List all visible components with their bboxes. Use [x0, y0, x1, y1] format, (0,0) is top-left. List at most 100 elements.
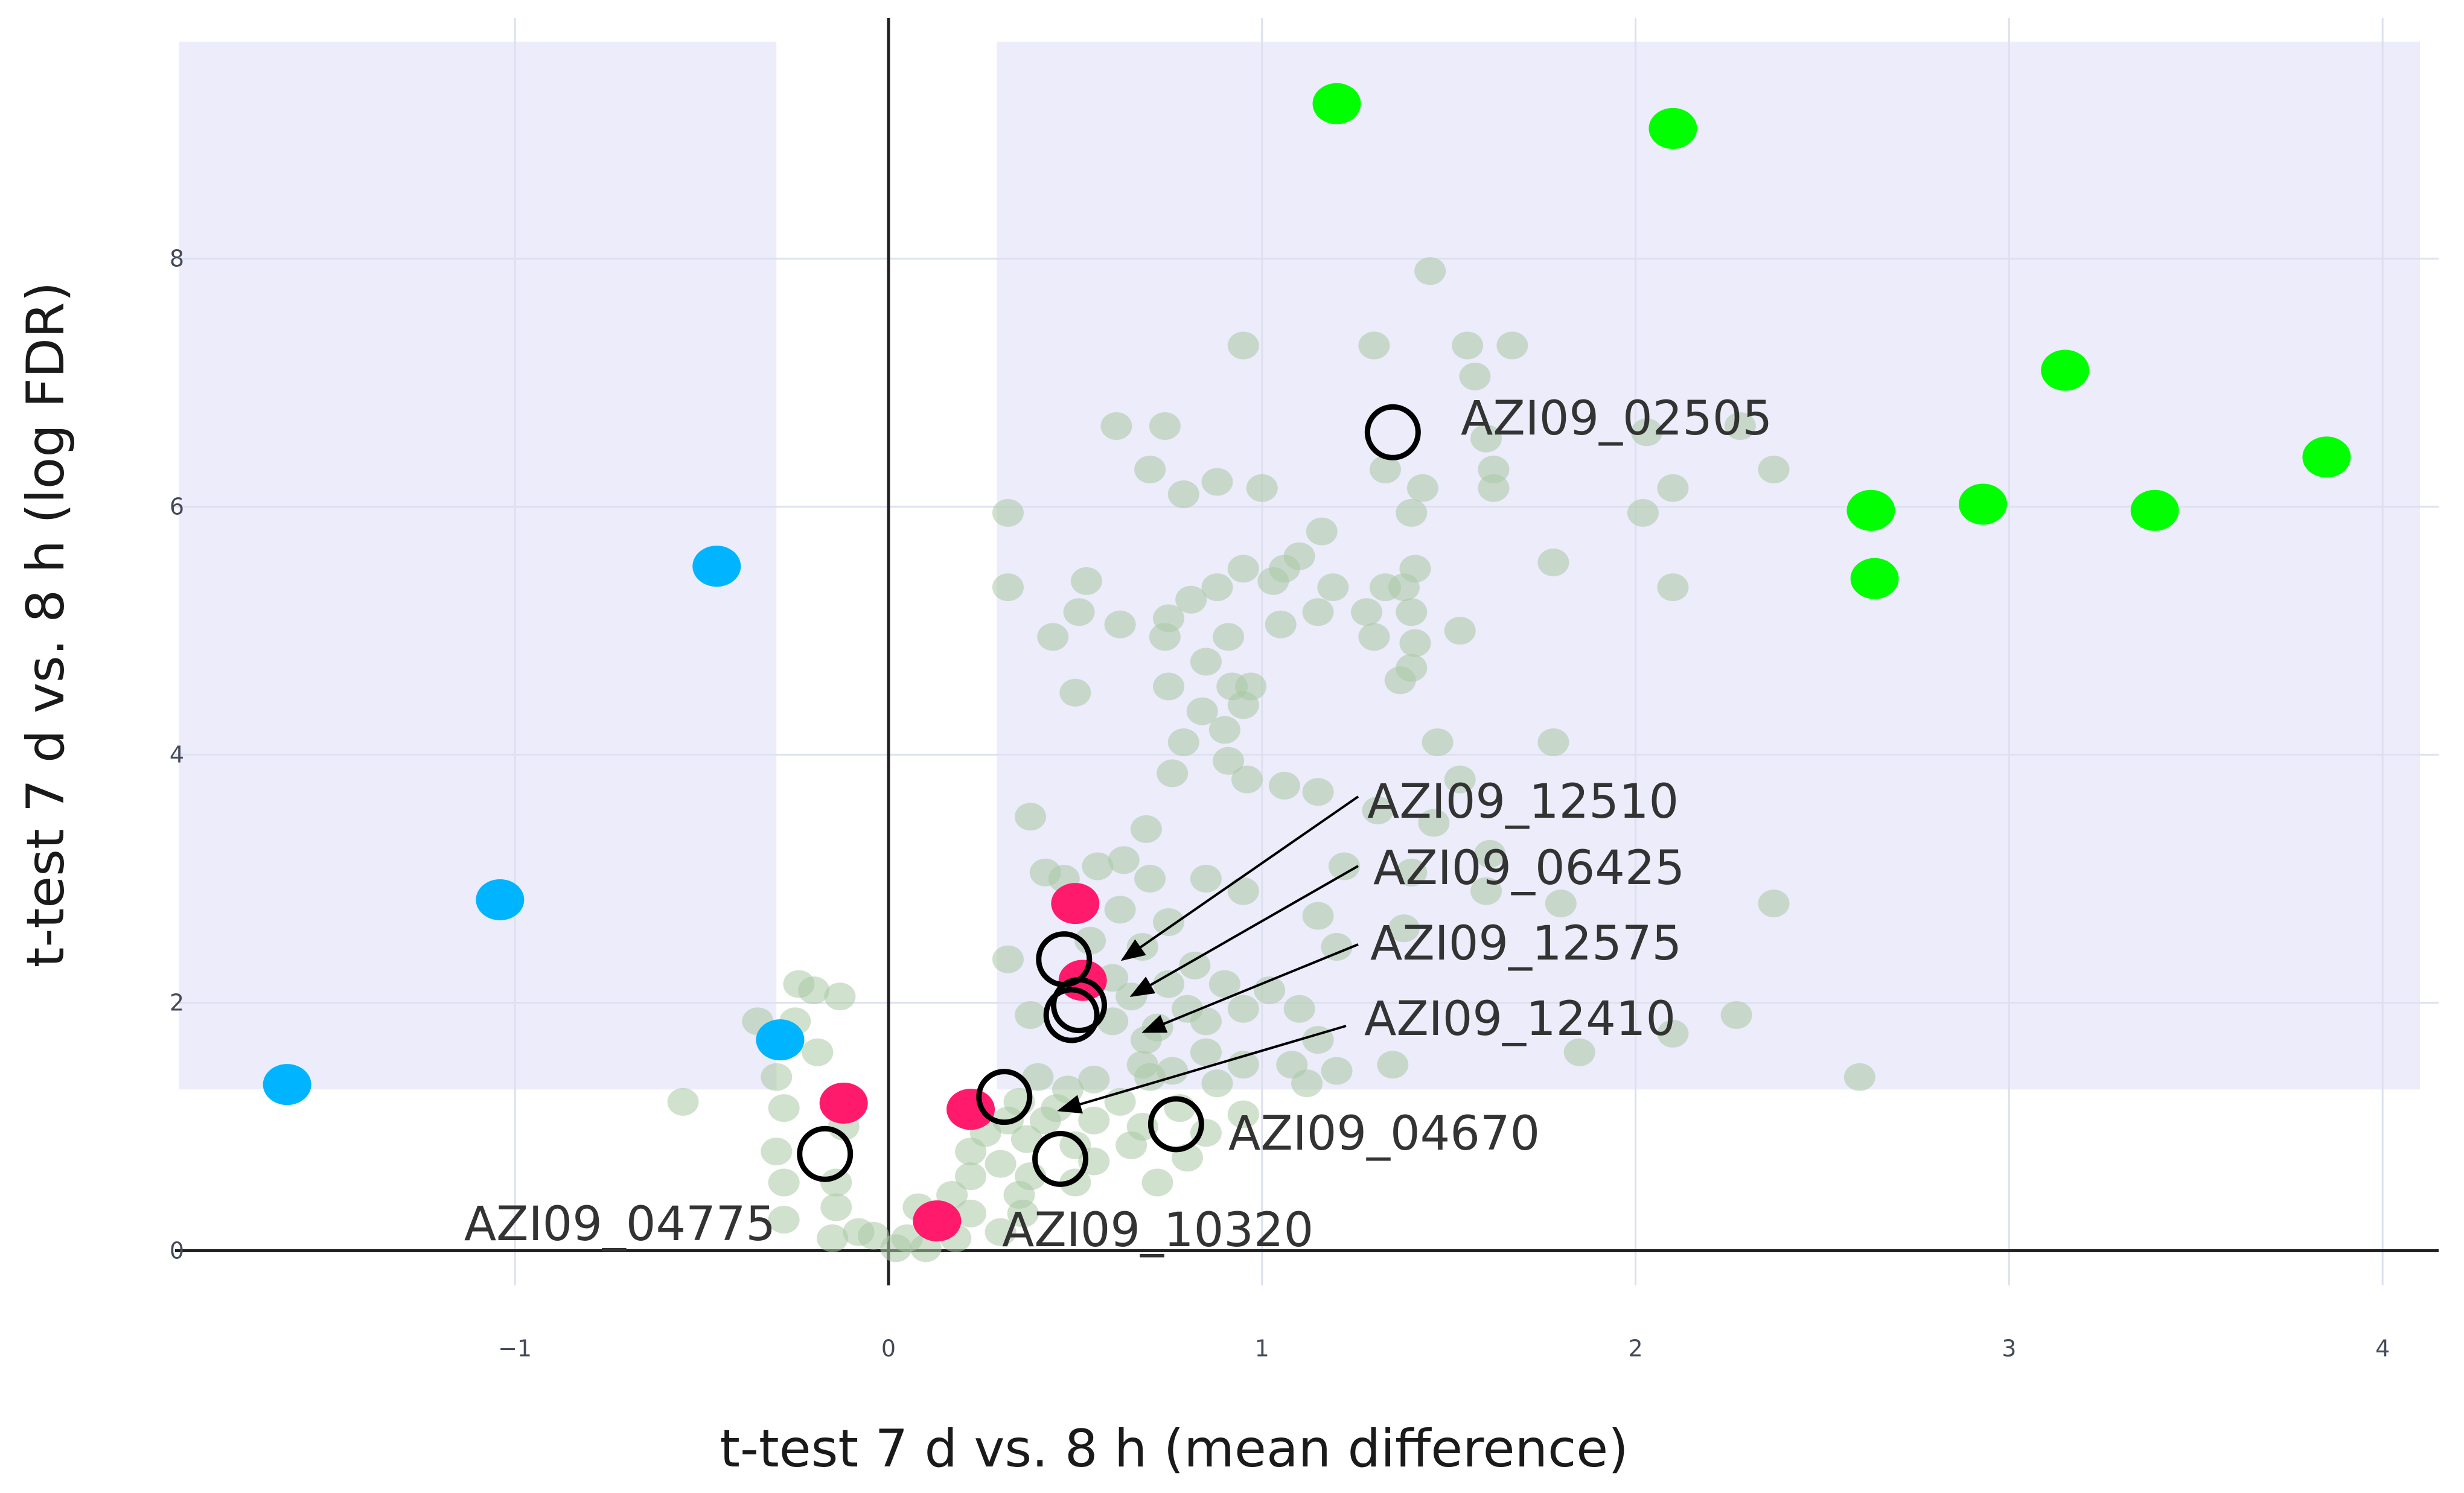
highlighted-point	[263, 1064, 311, 1106]
significance-regions	[179, 42, 2421, 1090]
background-point	[1104, 896, 1136, 924]
background-point	[667, 1087, 699, 1116]
background-point	[1362, 797, 1394, 825]
x-tick-label: 3	[2002, 1335, 2016, 1361]
background-point	[1078, 1106, 1110, 1135]
open-circle-azi09-06425	[1051, 977, 1108, 1034]
background-point	[1422, 728, 1454, 756]
background-point	[1388, 914, 1420, 943]
background-point	[985, 1150, 1017, 1178]
background-point	[1396, 858, 1428, 887]
background-point	[1377, 1051, 1409, 1079]
highlighted-point	[1312, 83, 1361, 124]
background-point	[1478, 474, 1510, 502]
highlighted-point	[946, 1089, 995, 1130]
highlighted-point	[1850, 558, 1899, 599]
background-point	[1116, 1131, 1147, 1159]
background-point	[1283, 995, 1315, 1023]
background-point	[1227, 877, 1259, 905]
background-point	[1231, 765, 1263, 794]
highlighted-point	[1649, 107, 1697, 149]
background-point	[1418, 809, 1450, 837]
background-point	[1302, 778, 1334, 806]
background-point	[1149, 412, 1181, 441]
background-point	[820, 1193, 852, 1221]
background-point	[992, 945, 1024, 973]
background-point	[1545, 890, 1577, 918]
background-point	[880, 1234, 912, 1262]
background-point	[1074, 926, 1106, 955]
background-point	[1758, 890, 1790, 918]
background-point	[1399, 629, 1431, 657]
background-point	[1452, 331, 1484, 360]
background-point	[1291, 1069, 1323, 1098]
background-point	[1227, 691, 1259, 719]
callout-label-azi09-06425: AZI09_06425	[1373, 841, 1685, 896]
background-point	[1175, 585, 1207, 614]
background-point	[1227, 331, 1259, 360]
background-point	[1470, 877, 1502, 905]
background-point	[858, 1221, 890, 1250]
background-point	[1257, 567, 1289, 595]
background-point	[1130, 815, 1162, 843]
highlighted-point	[2302, 436, 2351, 478]
background-point	[1459, 362, 1491, 390]
callout-label-azi09-12410: AZI09_12410	[1364, 992, 1676, 1046]
y-tick-label: 4	[170, 742, 184, 768]
background-point	[1396, 498, 1428, 527]
data-points	[263, 83, 2351, 1262]
background-point	[1007, 1199, 1039, 1227]
background-point	[1321, 933, 1353, 961]
background-point	[1015, 803, 1047, 831]
background-point	[1153, 908, 1185, 936]
background-point	[1149, 623, 1181, 651]
background-point	[783, 970, 815, 998]
callout-arrow-azi09-12575	[1141, 943, 1359, 1033]
background-point	[1037, 623, 1069, 651]
background-point	[1369, 455, 1401, 483]
highlighted-point	[476, 879, 525, 920]
background-point	[1358, 623, 1390, 651]
background-point	[1157, 759, 1189, 788]
background-point	[1010, 1125, 1042, 1153]
open-circle-azi09-04775	[797, 1125, 854, 1182]
background-point	[1631, 418, 1663, 447]
callout-arrow-azi09-06425	[1129, 865, 1359, 997]
background-point	[1317, 573, 1349, 602]
background-point	[1537, 728, 1569, 756]
background-point	[1563, 1038, 1595, 1066]
background-point	[817, 1224, 849, 1252]
background-point	[1070, 567, 1102, 595]
background-point	[1265, 610, 1297, 638]
background-point	[1657, 1019, 1689, 1048]
background-point	[1100, 412, 1132, 441]
background-point	[1190, 1038, 1222, 1066]
open-circle-azi09-02505	[1364, 404, 1421, 460]
highlighted-point	[2041, 349, 2090, 391]
background-point	[1302, 598, 1334, 626]
x-tick-label: 2	[1628, 1335, 1642, 1361]
x-tick-label: 4	[2375, 1335, 2390, 1361]
background-point	[820, 1168, 852, 1197]
background-point	[1167, 480, 1199, 509]
background-point	[1190, 648, 1222, 676]
background-point	[1306, 517, 1338, 546]
background-point	[1384, 666, 1416, 695]
background-point	[1190, 1007, 1222, 1036]
highlighted-point	[913, 1200, 962, 1242]
background-point	[1657, 573, 1689, 602]
background-point	[910, 1234, 942, 1262]
background-point	[1153, 970, 1185, 998]
highlighted-point	[819, 1082, 868, 1124]
background-point	[761, 1138, 793, 1166]
background-point	[768, 1168, 800, 1197]
background-point	[1496, 331, 1528, 360]
protein-callouts: AZI09_02505 AZI09_12510 AZI09_06425 AZI09_1…	[464, 392, 1772, 1258]
background-point	[1358, 331, 1390, 360]
background-point	[1444, 765, 1476, 794]
y-tick-label: 6	[170, 494, 184, 520]
background-point	[1190, 865, 1222, 893]
background-point	[1201, 1069, 1233, 1098]
highlighted-point	[2130, 489, 2179, 531]
callout-label-azi09-10320: AZI09_10320	[1002, 1203, 1313, 1258]
